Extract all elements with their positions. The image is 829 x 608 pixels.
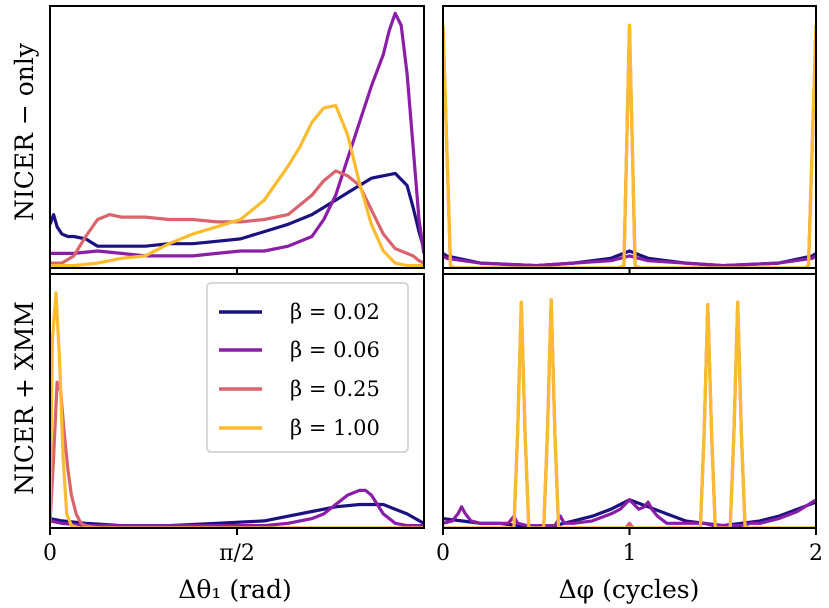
x-tick-label: 0	[436, 541, 450, 566]
panel-top-right	[442, 5, 817, 275]
series-line-1-00	[443, 23, 816, 268]
series-line-0-06	[50, 488, 424, 528]
xlabel-right: Δφ (cycles)	[559, 575, 700, 604]
xlabel-left: Δθ₁ (rad)	[178, 575, 291, 604]
legend-label-b006: β = 0.06	[290, 338, 380, 362]
legend-label-b025: β = 0.25	[290, 377, 380, 401]
series-line-0-06	[443, 254, 816, 268]
legend-box	[206, 282, 409, 453]
legend-label-b002: β = 0.02	[290, 300, 380, 324]
x-tick-label: 1	[623, 541, 637, 566]
legend-label-b100: β = 1.00	[290, 416, 380, 440]
x-tick-label: 0	[43, 541, 57, 566]
panel-top-left	[49, 5, 425, 275]
series-line-1-00	[50, 103, 424, 268]
row-label-top: NICER − only	[10, 42, 39, 221]
series-line-0-02	[50, 171, 424, 250]
panel-bottom-left: 0 π/2	[43, 273, 425, 566]
series-line-0-25	[443, 298, 816, 528]
panel-frame	[49, 5, 425, 269]
legend: β = 0.02 β = 0.06 β = 0.25 β = 1.00	[206, 282, 409, 453]
series-line-0-25	[50, 169, 424, 265]
series-line-1-00	[443, 298, 816, 528]
panel-frame	[442, 273, 817, 529]
series-line-1-00	[50, 291, 424, 528]
series-line-0-02	[50, 502, 424, 528]
x-tick-label: 2	[809, 541, 823, 566]
row-label-bottom: NICER + XMM	[10, 301, 39, 495]
series-line-0-06	[443, 498, 816, 528]
panel-bottom-right: 0 1 2	[436, 273, 823, 566]
x-tick-label: π/2	[219, 541, 255, 566]
